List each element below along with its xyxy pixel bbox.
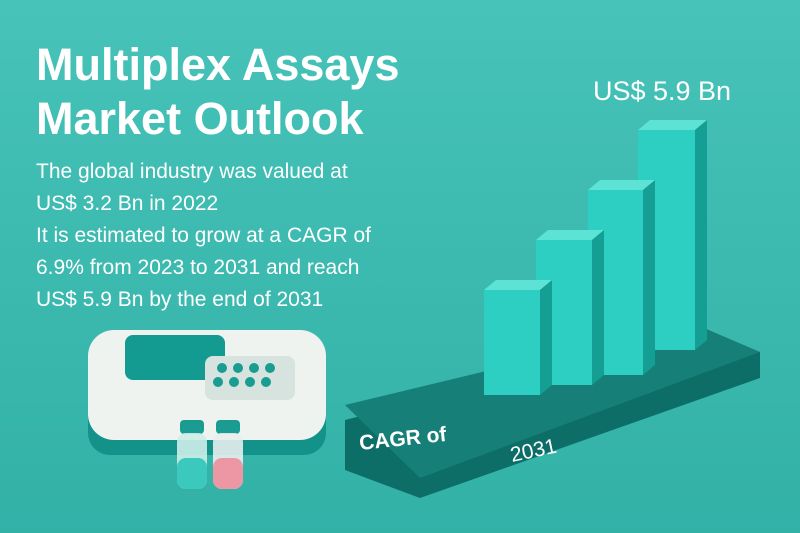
body-line: The global industry was valued at	[36, 160, 348, 183]
body-line: US$ 5.9 Bn by the end of 2031	[36, 288, 323, 311]
bars	[484, 120, 707, 395]
body-line: US$ 3.2 Bn in 2022	[36, 192, 218, 215]
title-line: Market Outlook	[36, 93, 365, 144]
title-line: Multiplex Assays	[36, 39, 399, 90]
assay-device	[88, 330, 326, 455]
platform	[345, 322, 760, 498]
top-label: US$ 5.9 Bn	[593, 76, 731, 106]
body-line: It is estimated to grow at a CAGR of	[36, 224, 371, 247]
vials	[177, 420, 243, 489]
body-line: 6.9% from 2023 to 2031 and reach	[36, 256, 359, 279]
